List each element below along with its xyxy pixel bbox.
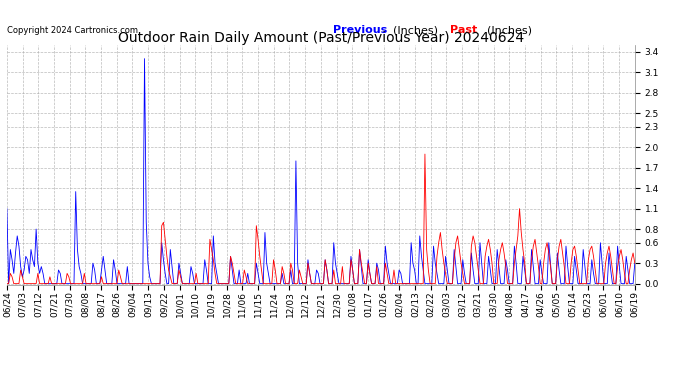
- Text: (Inches): (Inches): [487, 26, 532, 35]
- Title: Outdoor Rain Daily Amount (Past/Previous Year) 20240624: Outdoor Rain Daily Amount (Past/Previous…: [118, 31, 524, 45]
- Text: (Inches): (Inches): [393, 26, 438, 35]
- Text: Previous: Previous: [333, 26, 391, 35]
- Text: Past: Past: [450, 26, 481, 35]
- Text: Copyright 2024 Cartronics.com: Copyright 2024 Cartronics.com: [7, 26, 138, 35]
